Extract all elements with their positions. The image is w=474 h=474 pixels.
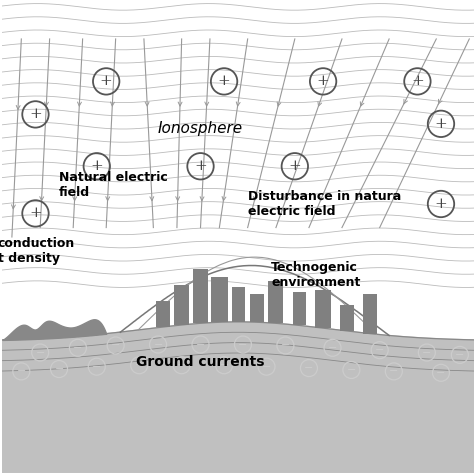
Text: Natural electric
field: Natural electric field <box>59 171 168 199</box>
Text: −: − <box>346 365 356 375</box>
Text: −: − <box>73 343 82 353</box>
Bar <box>363 293 377 334</box>
Text: −: − <box>281 340 290 350</box>
Text: −: − <box>219 360 229 370</box>
Bar <box>315 291 331 328</box>
Text: +: + <box>29 108 42 121</box>
Text: Disturbance in natura
electric field: Disturbance in natura electric field <box>247 190 401 218</box>
Text: +: + <box>435 197 447 211</box>
Bar <box>339 305 354 331</box>
Text: −: − <box>154 339 163 349</box>
Text: −: − <box>375 345 384 355</box>
Text: Ground currents: Ground currents <box>136 355 265 369</box>
Text: +: + <box>100 74 113 88</box>
Bar <box>174 285 189 325</box>
Text: +: + <box>91 159 103 173</box>
Text: +: + <box>194 159 207 173</box>
Text: +: + <box>411 74 424 88</box>
Polygon shape <box>2 322 474 473</box>
Text: −: − <box>92 362 101 372</box>
Text: conduction
t density: conduction t density <box>0 237 75 265</box>
Text: −: − <box>262 362 271 372</box>
Text: −: − <box>455 350 465 360</box>
Text: −: − <box>55 364 64 374</box>
Bar <box>293 292 306 326</box>
Text: −: − <box>304 363 314 373</box>
Text: −: − <box>238 339 247 349</box>
Text: +: + <box>218 74 230 88</box>
Text: +: + <box>317 74 329 88</box>
Text: −: − <box>17 366 26 376</box>
Text: −: − <box>177 360 186 370</box>
Text: +: + <box>289 159 301 173</box>
Text: −: − <box>389 366 399 376</box>
Text: −: − <box>422 347 431 357</box>
Bar <box>211 277 228 322</box>
Text: Ionosphere: Ionosphere <box>158 121 243 136</box>
Bar <box>268 281 283 323</box>
Text: −: − <box>111 340 120 350</box>
Bar <box>156 301 170 327</box>
Text: −: − <box>36 347 45 357</box>
Bar <box>250 294 264 322</box>
Text: −: − <box>135 360 144 370</box>
Text: +: + <box>435 117 447 131</box>
Text: +: + <box>29 206 42 220</box>
Text: −: − <box>436 368 446 378</box>
Bar <box>232 286 245 322</box>
Text: −: − <box>196 339 205 349</box>
Text: Technogenic
environment: Technogenic environment <box>271 261 361 289</box>
Bar <box>193 269 208 323</box>
Text: −: − <box>328 343 337 353</box>
